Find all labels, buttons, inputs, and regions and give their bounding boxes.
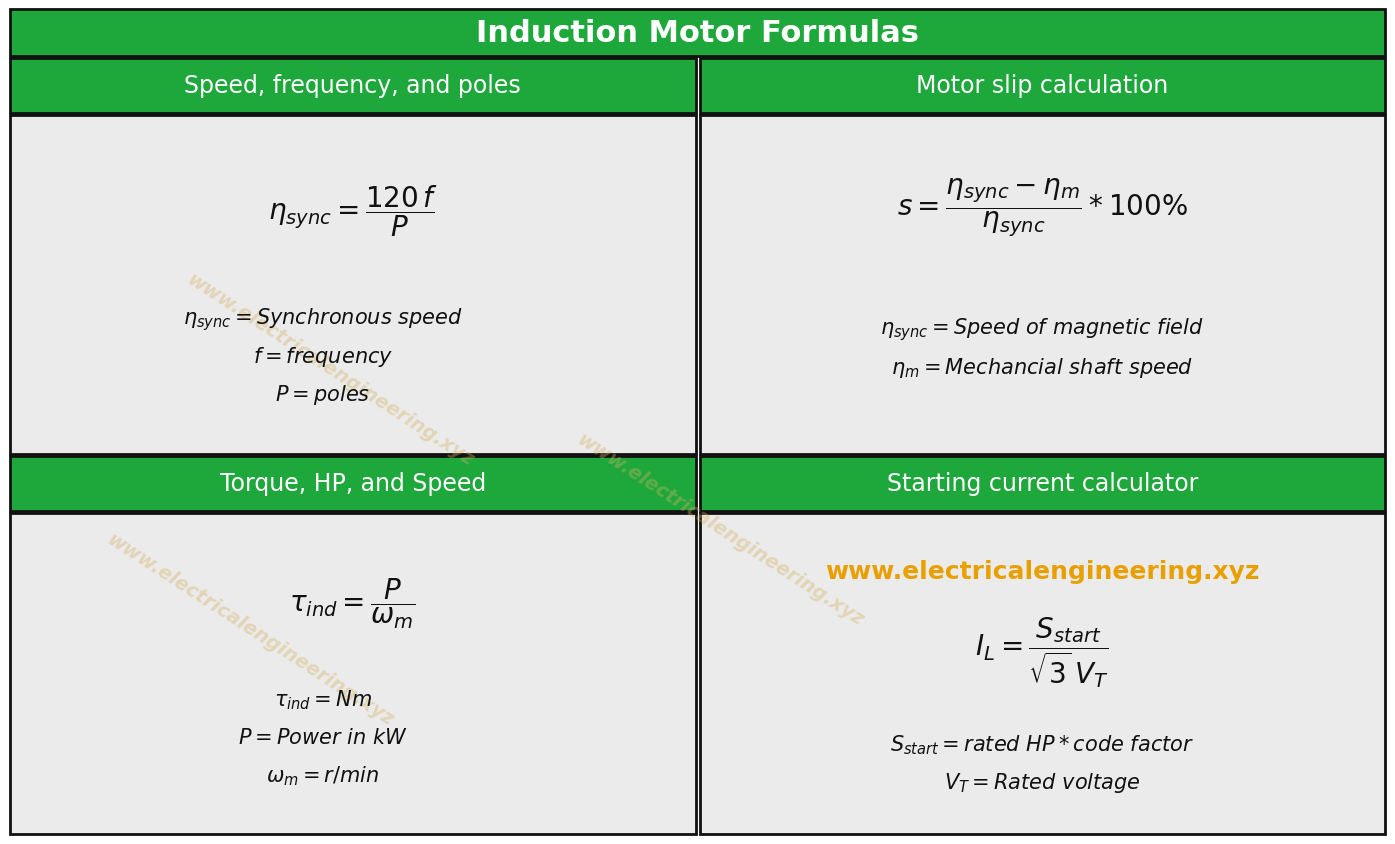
Text: Motor slip calculation: Motor slip calculation [917, 74, 1169, 99]
Bar [10, 457, 696, 511]
Text: Starting current calculator: Starting current calculator [887, 472, 1198, 496]
Text: $I_L = \dfrac{S_{start}}{\sqrt{3}\,V_T}$: $I_L = \dfrac{S_{start}}{\sqrt{3}\,V_T}$ [975, 614, 1109, 689]
Text: $\tau_{ind} = \dfrac{P}{\omega_m}$: $\tau_{ind} = \dfrac{P}{\omega_m}$ [290, 576, 416, 630]
Text: $\eta_{sync} = Synchronous\ speed$: $\eta_{sync} = Synchronous\ speed$ [183, 306, 463, 333]
Text: $\omega_m = r/min$: $\omega_m = r/min$ [266, 764, 379, 787]
Text: $f = frequency$: $f = frequency$ [252, 345, 393, 369]
Text: $V_T = Rated\ voltage$: $V_T = Rated\ voltage$ [944, 771, 1141, 794]
Bar [699, 59, 1385, 114]
Text: Torque, HP, and Speed: Torque, HP, and Speed [219, 472, 485, 496]
Bar [10, 513, 696, 834]
Text: $\eta_m = Mechancial\ shaft\ speed$: $\eta_m = Mechancial\ shaft\ speed$ [891, 355, 1193, 379]
Bar [699, 116, 1385, 454]
Text: $\tau_{ind} = Nm$: $\tau_{ind} = Nm$ [273, 688, 371, 711]
Text: www.electricalengineering.xyz: www.electricalengineering.xyz [183, 270, 477, 469]
Text: $P = Power\ in\ kW$: $P = Power\ in\ kW$ [237, 728, 407, 747]
Bar [10, 116, 696, 454]
Text: $\eta_{sync} = \dfrac{120\,f}{P}$: $\eta_{sync} = \dfrac{120\,f}{P}$ [268, 183, 438, 239]
Text: $S_{start} = rated\ HP * code\ factor$: $S_{start} = rated\ HP * code\ factor$ [890, 733, 1194, 756]
Text: www.electricalengineering.xyz: www.electricalengineering.xyz [824, 559, 1260, 583]
Text: www.electricalengineering.xyz: www.electricalengineering.xyz [103, 529, 398, 729]
Text: $\eta_{sync} = Speed\ of\ magnetic\ field$: $\eta_{sync} = Speed\ of\ magnetic\ fiel… [880, 316, 1204, 343]
Bar [699, 513, 1385, 834]
Bar [10, 59, 696, 114]
Text: Speed, frequency, and poles: Speed, frequency, and poles [184, 74, 522, 99]
Bar [699, 457, 1385, 511]
Text: $s = \dfrac{\eta_{sync} - \eta_m}{\eta_{sync}} * 100\%$: $s = \dfrac{\eta_{sync} - \eta_m}{\eta_{… [897, 176, 1187, 238]
Text: www.electricalengineering.xyz: www.electricalengineering.xyz [573, 430, 866, 630]
Text: $P = poles$: $P = poles$ [275, 383, 371, 407]
Bar [10, 10, 1385, 57]
Text: Induction Motor Formulas: Induction Motor Formulas [476, 19, 919, 48]
